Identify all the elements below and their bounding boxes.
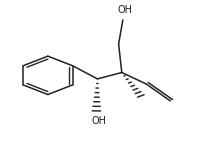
Text: OH: OH xyxy=(117,5,132,15)
Text: OH: OH xyxy=(91,116,106,126)
